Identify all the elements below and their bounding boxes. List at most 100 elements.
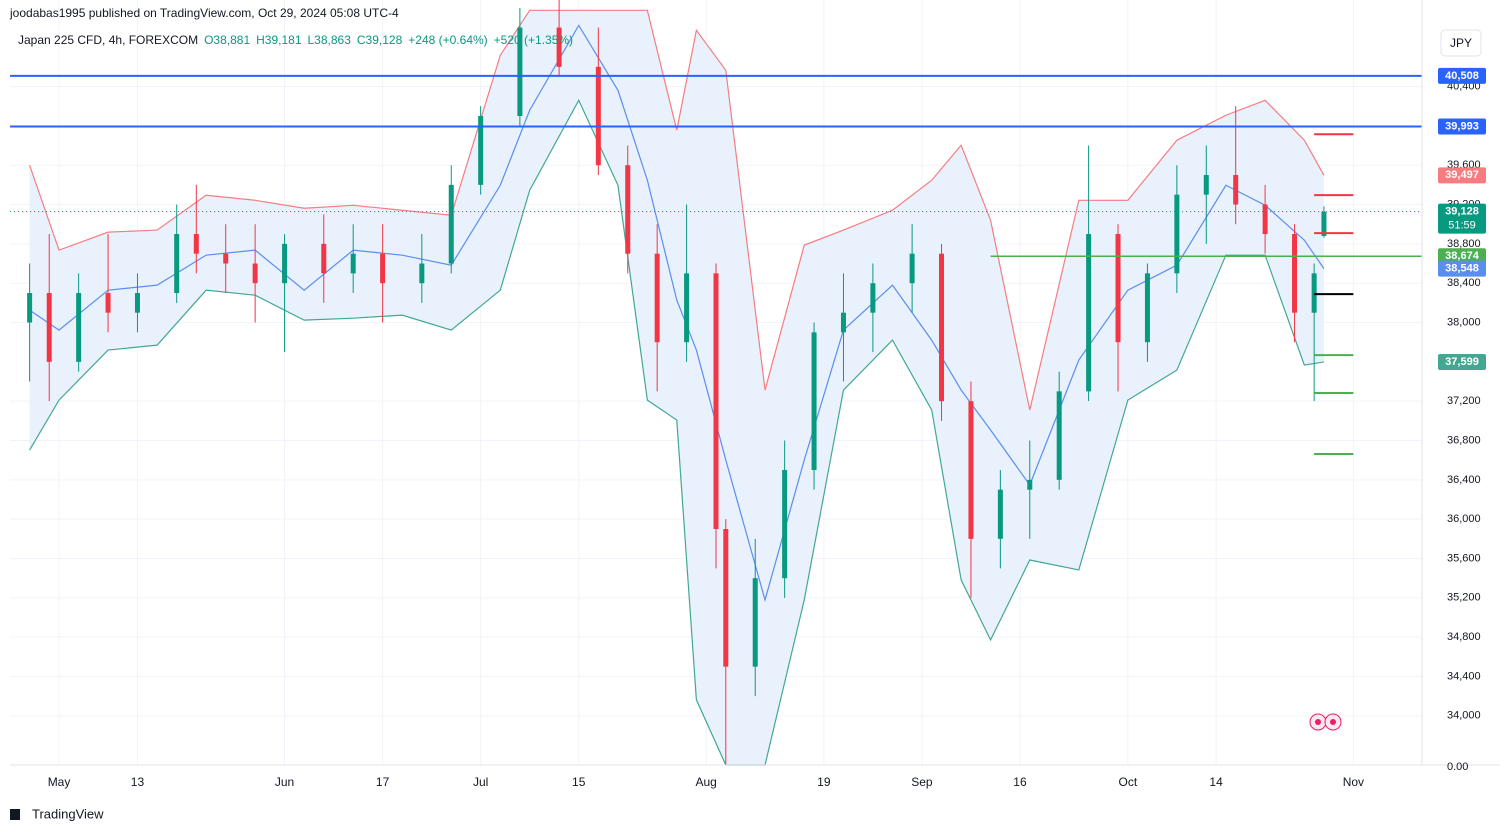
countdown: 51:59 <box>1448 220 1476 232</box>
y-tick-label: 36,800 <box>1447 434 1481 446</box>
y-tick-label: 38,000 <box>1447 316 1481 328</box>
candle-body <box>76 293 82 362</box>
price-tag-label: 39,128 <box>1445 206 1479 218</box>
candle-body <box>223 253 229 264</box>
currency[interactable]: JPY <box>1450 36 1472 50</box>
y-tick-label: 35,600 <box>1447 552 1481 564</box>
x-tick-label: 19 <box>817 775 831 789</box>
x-tick-label: Sep <box>911 775 933 789</box>
y-tick-label: 38,400 <box>1447 277 1481 289</box>
axes: 34,000 34,400 34,800 35,200 35,600 36,000 36,4… <box>48 67 1486 789</box>
x-tick-label: 15 <box>572 775 586 789</box>
candle-body <box>654 253 660 343</box>
candle-body <box>1027 479 1033 490</box>
candle-body <box>46 293 52 362</box>
logo: TradingView <box>10 806 104 821</box>
y-tick-label: 34,400 <box>1447 670 1481 682</box>
price-tag-label: 40,508 <box>1445 70 1479 82</box>
price-tag-label: 37,599 <box>1445 356 1479 368</box>
x-tick-label: Aug <box>696 775 717 789</box>
y-tick-label: 34,800 <box>1447 631 1481 643</box>
candle-body <box>380 253 386 284</box>
candle-body <box>350 253 356 274</box>
candle-body <box>968 401 974 539</box>
y-tick-label: 37,200 <box>1447 395 1481 407</box>
y-tick-label: 36,400 <box>1447 474 1481 486</box>
price-tag <box>1438 260 1486 277</box>
candle-body <box>939 253 945 402</box>
indicator-icon[interactable] <box>1309 713 1342 731</box>
candle-body <box>174 234 180 294</box>
candle-body <box>517 27 523 117</box>
price-tag-label: 38,674 <box>1445 250 1480 262</box>
candle-body <box>1262 204 1268 235</box>
band-line <box>29 9 1325 411</box>
legend-value: H39,181 <box>256 33 302 47</box>
legend-title: Japan 225 CFD, 4h, FOREXCOM <box>18 33 198 47</box>
candle-body <box>997 489 1003 539</box>
x-tick-label: Nov <box>1343 775 1364 789</box>
x-tick-label: 16 <box>1013 775 1027 789</box>
price-tag-label: 38,548 <box>1445 263 1479 275</box>
publisher: joodabas1995 published on TradingView.co… <box>9 6 399 20</box>
price-tag-label: 39,993 <box>1445 120 1479 132</box>
candle-body <box>556 27 562 67</box>
price-tag <box>1438 67 1486 84</box>
band-fill <box>29 10 1324 766</box>
y-tick-label: 34,000 <box>1447 710 1481 722</box>
legend-value: O38,881 <box>204 33 250 47</box>
band-line <box>29 24 1325 603</box>
price-tag <box>1438 248 1486 265</box>
legend-value: L38,863 <box>308 33 352 47</box>
y-axis-bottom-label: 0.00 <box>1447 761 1468 773</box>
candle-body <box>1174 194 1180 274</box>
candle-body <box>1115 234 1121 343</box>
x-tick-label: Oct <box>1118 775 1137 789</box>
candle-body <box>282 243 288 284</box>
candle-body <box>193 234 199 254</box>
price-tag <box>1438 353 1486 370</box>
candle-body <box>419 263 425 284</box>
candle-body <box>1203 175 1209 195</box>
brand: TradingView <box>32 806 104 821</box>
logo-mark <box>10 809 20 820</box>
x-tick-label: Jul <box>473 775 488 789</box>
price-tag <box>1438 167 1486 184</box>
candle-body <box>1311 273 1317 313</box>
legend-value: +248 (+0.64%) <box>408 33 487 47</box>
candle-body <box>1233 175 1239 205</box>
legend: Japan 225 CFD, 4h, FOREXCOM O38,881 H39,18… <box>18 33 573 47</box>
x-tick-label: 14 <box>1209 775 1223 789</box>
band-line <box>29 98 1325 766</box>
y-tick-label: 35,200 <box>1447 592 1481 604</box>
candle-body <box>870 283 876 313</box>
candle-body <box>909 253 915 284</box>
candle-body <box>595 66 601 166</box>
price-tag <box>1438 118 1486 135</box>
candle-body <box>782 470 788 579</box>
candle-body <box>840 312 846 333</box>
y-tick-label: 38,800 <box>1447 238 1481 250</box>
candle-body <box>1292 234 1298 313</box>
candle-body <box>321 243 327 274</box>
x-tick-label: 13 <box>131 775 145 789</box>
candle-body <box>1086 234 1092 392</box>
candle-body <box>134 293 140 313</box>
candle-body <box>105 293 111 313</box>
x-tick-label: Jun <box>275 775 294 789</box>
currency-button[interactable] <box>1440 29 1482 57</box>
legend-value: +520 (+1.35%) <box>494 33 573 47</box>
candle-body <box>252 263 258 284</box>
candle-body <box>1321 211 1327 236</box>
candle-body <box>1056 391 1062 480</box>
candle-body <box>752 578 758 667</box>
candle-body <box>27 293 33 323</box>
x-tick-label: May <box>48 775 71 789</box>
candle-body <box>478 116 484 185</box>
plot <box>10 0 1422 766</box>
candle-body <box>723 529 729 667</box>
y-tick-label: 36,000 <box>1447 513 1481 525</box>
candle-body <box>448 184 454 264</box>
